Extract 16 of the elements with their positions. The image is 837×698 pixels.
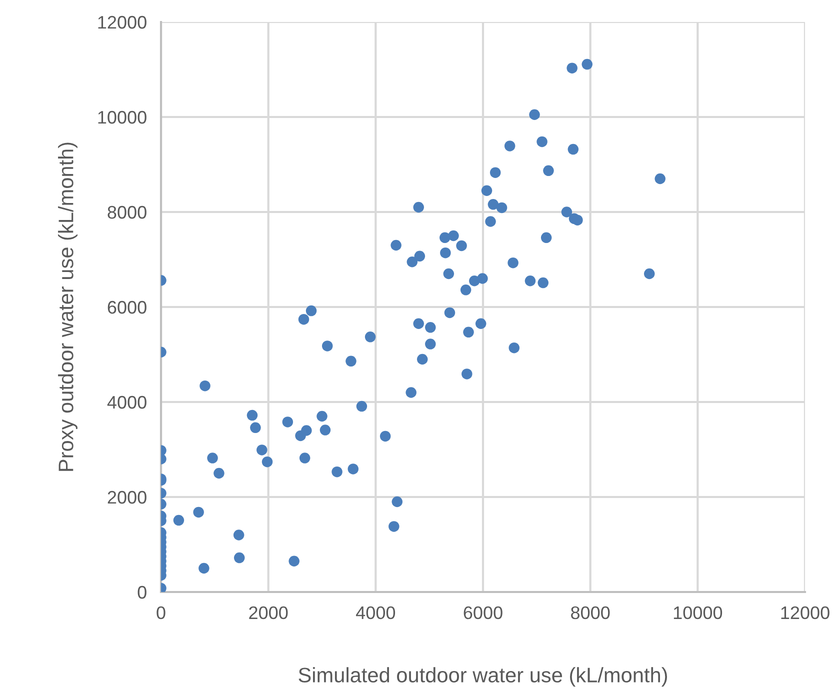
x-axis-title: Simulated outdoor water use (kL/month) [298, 667, 667, 687]
y-tick-label: 0 [138, 586, 146, 599]
x-tick-label: 10000 [674, 606, 722, 620]
y-tick-label: 4000 [107, 396, 146, 409]
y-tick-label: 8000 [108, 206, 146, 219]
y-tick-label: 10000 [98, 110, 146, 124]
x-tick-label: 2000 [249, 606, 288, 620]
x-tick-label: 6000 [464, 606, 502, 620]
y-tick-label: 6000 [108, 300, 146, 314]
y-tick-label: 2000 [108, 490, 146, 504]
y-tick-label: 12000 [98, 16, 146, 29]
x-tick-label: 8000 [571, 606, 610, 620]
x-tick-label: 4000 [356, 606, 396, 620]
y-axis-title: Proxy outdoor water use (kL/month) [58, 142, 78, 471]
x-tick-label: 12000 [781, 606, 830, 620]
x-tick-label: 0 [156, 606, 166, 620]
